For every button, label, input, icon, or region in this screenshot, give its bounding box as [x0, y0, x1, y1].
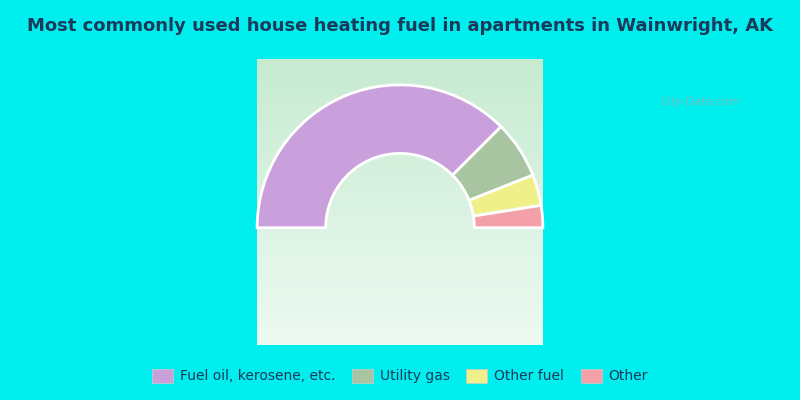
Wedge shape — [453, 127, 533, 200]
Wedge shape — [257, 85, 501, 228]
Wedge shape — [474, 205, 543, 228]
Text: Most commonly used house heating fuel in apartments in Wainwright, AK: Most commonly used house heating fuel in… — [27, 17, 773, 35]
Wedge shape — [469, 175, 541, 216]
Legend: Fuel oil, kerosene, etc., Utility gas, Other fuel, Other: Fuel oil, kerosene, etc., Utility gas, O… — [146, 363, 654, 389]
Text: City-Data.com: City-Data.com — [661, 97, 740, 107]
